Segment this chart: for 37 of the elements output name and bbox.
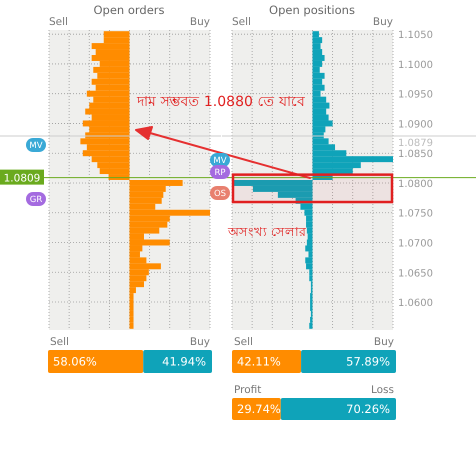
- data-label: 57.89%: [346, 354, 390, 368]
- y-tick-label: 1.0800: [398, 178, 433, 190]
- series-label: Buy: [190, 336, 210, 348]
- y-tick-label: 1.0950: [398, 90, 433, 101]
- text: MV: [213, 156, 227, 166]
- y-tick-label: 1.0850: [398, 149, 433, 160]
- text: RP: [214, 168, 226, 178]
- y-tick-label: 1.0650: [398, 268, 433, 280]
- x-axis-title: Sell: [49, 16, 68, 28]
- y-tick-label: 1.1000: [398, 60, 433, 71]
- series-label: Loss: [370, 384, 394, 396]
- band-label: অসংখ্য সেলার: [227, 224, 307, 240]
- y-tick-label: 1.0900: [398, 119, 433, 130]
- x2-axis-title: Buy: [190, 16, 210, 28]
- series-label: Sell: [234, 336, 253, 348]
- chart-title: Open orders: [93, 3, 165, 17]
- y-tick-label: 1.0750: [398, 208, 433, 220]
- series-label: Profit: [234, 384, 262, 396]
- data-label: 70.26%: [346, 402, 390, 416]
- series-label: Buy: [374, 336, 394, 348]
- annotation: দাম সম্ভবত 1.0880 তে যাবে: [136, 94, 305, 110]
- text: MV: [29, 141, 43, 151]
- x-axis-title: Sell: [232, 16, 251, 28]
- x2-axis-title: Buy: [372, 16, 393, 28]
- series-label: Sell: [50, 336, 69, 348]
- data-label: 41.94%: [162, 354, 206, 368]
- text: GR: [30, 195, 42, 205]
- y-tick-label: 1.0700: [398, 238, 433, 250]
- ref-line-label: 1.0879: [398, 138, 433, 149]
- data-label: 42.11%: [237, 354, 281, 368]
- text: OS: [214, 189, 226, 199]
- y-tick-label: 1.0600: [398, 298, 433, 310]
- data-label: 58.06%: [53, 354, 97, 368]
- y-tick-label: 1.1050: [398, 30, 433, 42]
- ref-line-label: 1.0809: [4, 172, 40, 185]
- data-label: 29.74%: [237, 402, 281, 416]
- chart-title: Open positions: [269, 3, 355, 17]
